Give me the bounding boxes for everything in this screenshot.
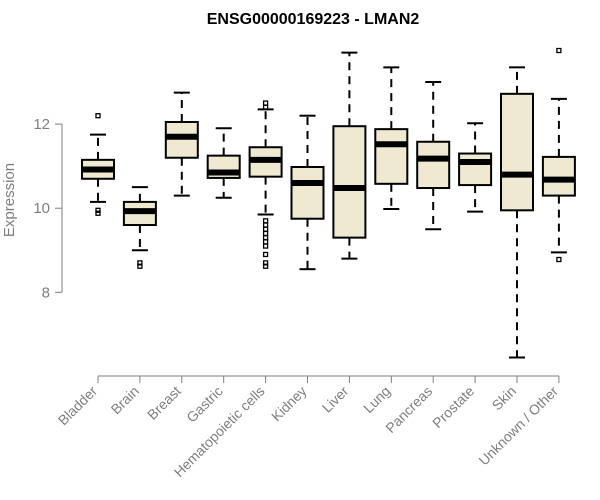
outlier-point [95,207,101,213]
chart-title: ENSG00000169223 - LMAN2 [207,11,420,28]
outlier-point [262,104,269,110]
x-tick-label: Breast [144,383,184,423]
x-tick-label: Liver [319,383,352,416]
iqr-box [458,152,493,187]
outlier-point [262,100,269,106]
y-axis: 8 10 12 [33,116,63,301]
box-hematopoietic-cells [248,100,283,269]
box-liver [332,51,367,260]
x-tick-label: Pancreas [382,383,435,436]
x-tick-label: Skin [489,383,520,414]
y-tick-label: 12 [33,116,50,133]
box-skin [500,66,534,359]
y-tick-label: 8 [42,284,50,301]
box-pancreas [416,81,451,231]
iqr-box [332,125,367,239]
boxes-group [81,47,576,359]
x-tick-label: Prostate [429,383,477,431]
outlier-point [262,243,269,249]
outlier-point [262,263,269,269]
outlier-point [556,47,562,54]
y-tick-label: 10 [33,200,50,217]
outlier-point [262,218,269,224]
outlier-point [556,256,562,263]
box-lung [374,66,409,211]
x-tick-label: Unknown / Other [475,383,561,469]
box-brain [122,186,157,269]
outlier-point [262,239,269,245]
x-tick-label: Lung [360,383,393,416]
box-gastric [206,127,241,199]
iqr-box [290,165,325,220]
box-prostate [458,122,493,213]
y-axis-label: Expression [1,163,18,237]
outlier-point [262,251,269,258]
x-tick-label: Brain [108,383,142,417]
box-breast [164,91,199,197]
outlier-point [137,263,143,269]
iqr-box [541,155,576,197]
iqr-box [500,92,534,212]
outlier-point [262,226,269,232]
outlier-point [262,234,269,241]
outlier-point [95,113,101,119]
iqr-box [164,121,199,159]
box-unknown-other [541,47,576,263]
outlier-point [262,222,269,228]
x-tick-label: Kidney [268,383,310,425]
box-kidney [290,114,325,271]
iqr-box [416,140,451,190]
outlier-point [262,230,269,237]
outlier-point [95,210,101,216]
box-bladder [81,113,115,216]
iqr-box [374,128,409,185]
x-tick-label: Bladder [55,383,101,429]
